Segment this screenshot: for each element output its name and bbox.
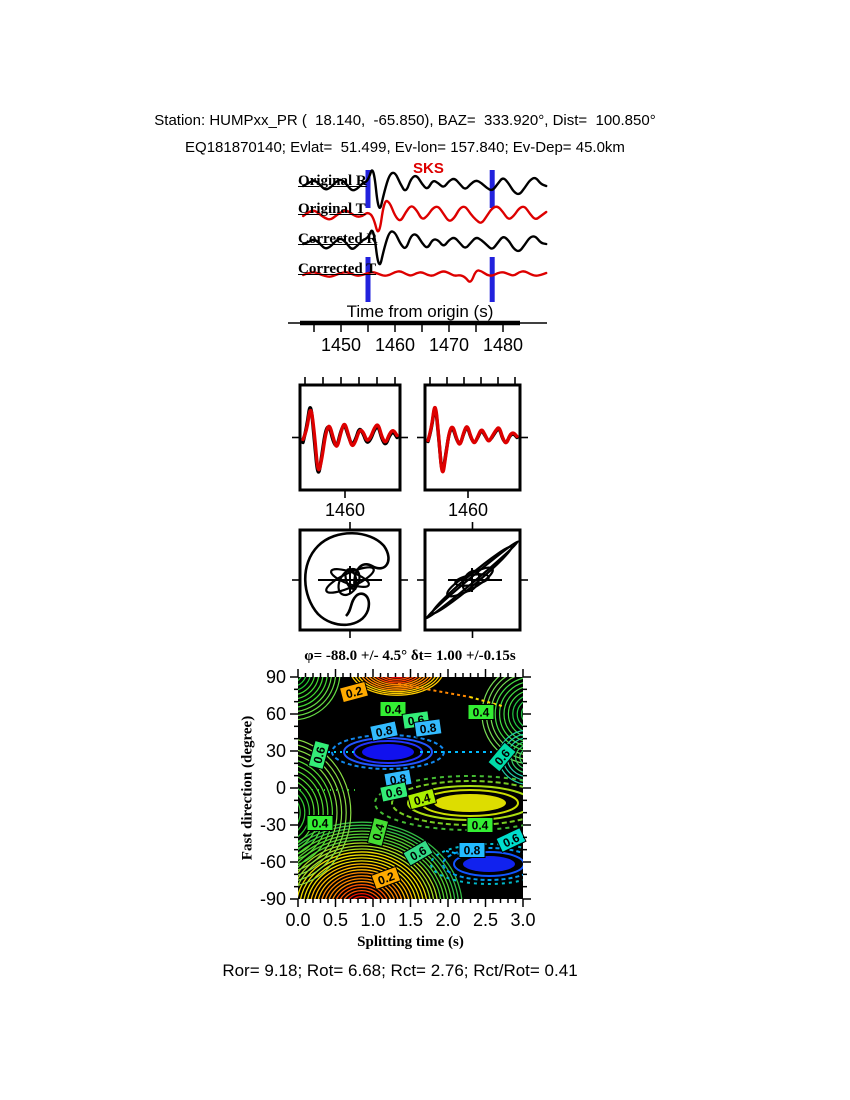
station-info: Station: HUMPxx_PR ( 18.140, -65.850), B… xyxy=(154,112,656,129)
svg-text:2.0: 2.0 xyxy=(435,910,460,930)
waveform-panel: 1450 1460 1470 1480 xyxy=(288,169,548,355)
sks-phase-label: SKS xyxy=(413,160,444,177)
contour-level-labels: 0.20.40.60.8 0.80.40.6 0.60.80.6 0.40.4 0.4 0… xyxy=(306,680,527,891)
zoom-trace xyxy=(301,408,399,472)
event-info: EQ181870140; Evlat= 51.499, Ev-lon= 157.… xyxy=(185,139,625,156)
contour-extremum xyxy=(463,856,515,872)
contour-x-label: Splitting time (s) xyxy=(357,934,464,950)
seismogram-trace xyxy=(302,269,548,283)
svg-text:0.8: 0.8 xyxy=(419,720,438,736)
svg-text:1460: 1460 xyxy=(375,335,415,355)
contour-extremum xyxy=(434,794,506,812)
seismogram-trace xyxy=(302,169,548,209)
particle-motion-ellipse xyxy=(344,568,358,590)
svg-text:0.4: 0.4 xyxy=(472,819,489,833)
particle-motion-panels xyxy=(292,522,528,638)
contour-lines xyxy=(298,677,523,899)
svg-text:1.0: 1.0 xyxy=(360,910,385,930)
svg-text:-60: -60 xyxy=(260,852,286,872)
svg-text:0.2: 0.2 xyxy=(376,869,397,888)
svg-text:0.4: 0.4 xyxy=(412,790,432,808)
window-marker xyxy=(365,170,371,208)
seismogram-trace xyxy=(302,199,548,233)
particle-motion-loop xyxy=(303,532,390,627)
trace-label: Corrected R xyxy=(298,231,378,247)
particle-motion-ellipse xyxy=(461,569,481,593)
svg-text:0.4: 0.4 xyxy=(473,706,490,720)
svg-text:60: 60 xyxy=(266,704,286,724)
particle-motion-ellipse xyxy=(446,566,494,598)
seismogram-trace xyxy=(302,229,548,266)
time-axis-label: Time from origin (s) xyxy=(346,302,494,321)
svg-text:0.6: 0.6 xyxy=(384,784,404,801)
svg-text:90: 90 xyxy=(266,667,286,687)
window-marker xyxy=(365,257,371,302)
svg-text:0.8: 0.8 xyxy=(374,723,394,740)
svg-text:1.5: 1.5 xyxy=(398,910,423,930)
svg-text:0.2: 0.2 xyxy=(344,683,364,701)
contour-y-label: Fast direction (degree) xyxy=(239,715,256,861)
trace-label: Original T xyxy=(298,201,366,217)
contour-title: φ= -88.0 +/- 4.5° δt= 1.00 +/-0.15s xyxy=(304,648,516,664)
trace-label: Corrected T xyxy=(298,261,377,277)
svg-text:2.5: 2.5 xyxy=(473,910,498,930)
svg-text:30: 30 xyxy=(266,741,286,761)
particle-motion-ellipse xyxy=(424,540,520,620)
svg-text:0.5: 0.5 xyxy=(323,910,348,930)
svg-text:0.8: 0.8 xyxy=(464,844,481,858)
svg-text:1470: 1470 xyxy=(429,335,469,355)
zoom-waveform-panels: 1460 1460 xyxy=(292,377,528,520)
contour-axes: 0.0 0.5 1.0 1.5 2.0 2.5 3.0 90 60 30 0 -30 -60 -90 xyxy=(260,667,536,930)
contour-extremum xyxy=(362,744,414,760)
svg-text:0.4: 0.4 xyxy=(385,703,402,717)
particle-motion-ellipse xyxy=(454,573,490,587)
svg-text:0.0: 0.0 xyxy=(285,910,310,930)
statistics-line: Ror= 9.18; Rot= 6.68; Rct= 2.76; Rct/Rot… xyxy=(222,961,578,980)
zoom-trace xyxy=(426,405,519,474)
svg-text:3.0: 3.0 xyxy=(510,910,535,930)
svg-text:0.6: 0.6 xyxy=(501,830,522,850)
contour-panel: 0.20.40.60.8 0.80.40.6 0.60.80.6 0.40.4 0.4 0… xyxy=(260,667,536,930)
svg-text:1450: 1450 xyxy=(321,335,361,355)
svg-text:0.6: 0.6 xyxy=(311,745,329,765)
svg-text:1480: 1480 xyxy=(483,335,523,355)
svg-text:-30: -30 xyxy=(260,815,286,835)
window-marker xyxy=(489,257,495,302)
svg-text:-90: -90 xyxy=(260,889,286,909)
svg-text:0.4: 0.4 xyxy=(312,817,329,831)
svg-text:0: 0 xyxy=(276,778,286,798)
trace-label: Original R xyxy=(298,173,367,189)
svg-text:1460: 1460 xyxy=(448,500,488,520)
svg-text:0.4: 0.4 xyxy=(370,822,388,842)
svg-text:1460: 1460 xyxy=(325,500,365,520)
